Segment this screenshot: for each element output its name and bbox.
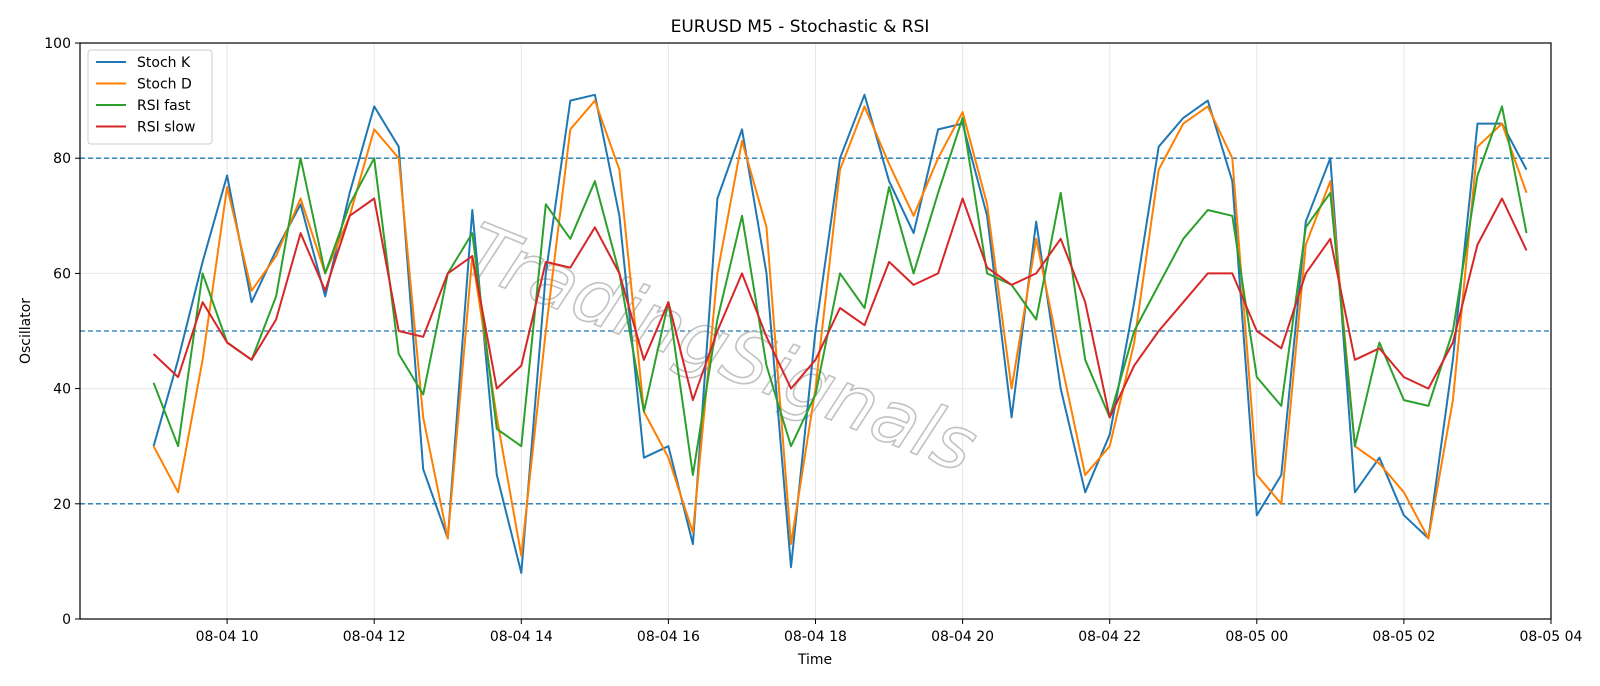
legend-label-stoch-k: Stoch K [137,55,191,71]
x-tick-label: 08-04 20 [931,629,994,645]
y-tick-label: 20 [53,497,71,513]
y-tick-label: 60 [53,266,71,282]
x-axis-ticks: 08-04 10 08-04 12 08-04 14 08-04 16 08-04 18… [196,619,1583,645]
y-tick-label: 0 [62,612,71,628]
x-axis-title: Time [797,652,832,668]
legend-box [87,49,213,145]
y-axis-title: Oscillator [18,298,34,364]
legend-label-rsi-fast: RSI fast [137,98,191,114]
x-tick-label: 08-05 00 [1225,629,1288,645]
x-tick-label: 08-04 12 [343,629,406,645]
reference-lines [80,157,1551,505]
x-tick-label: 08-05 02 [1372,629,1435,645]
legend-label-stoch-d: Stoch D [137,77,192,93]
series-line-rsi-slow [152,197,1528,419]
x-tick-label: 08-04 10 [196,629,259,645]
series-line-stoch-d [152,99,1528,557]
x-tick-label: 08-04 22 [1078,629,1141,645]
x-tick-label: 08-04 18 [784,629,847,645]
y-tick-label: 40 [53,382,71,398]
y-axis-ticks: 0 20 40 60 80 100 [44,36,80,628]
y-tick-label: 100 [44,36,71,52]
legend: Stoch K Stoch D RSI fast RSI slow [87,49,213,145]
legend-label-rsi-slow: RSI slow [137,120,195,136]
chart-title: EURUSD M5 - Stochastic & RSI [671,17,930,37]
series-lines [152,93,1528,574]
y-tick-label: 80 [53,151,71,167]
series-line-stoch-k [152,93,1528,574]
x-tick-label: 08-04 14 [490,629,553,645]
x-tick-label: 08-05 04 [1520,629,1583,645]
x-tick-label: 08-04 16 [637,629,700,645]
series-line-rsi-fast [152,105,1528,476]
